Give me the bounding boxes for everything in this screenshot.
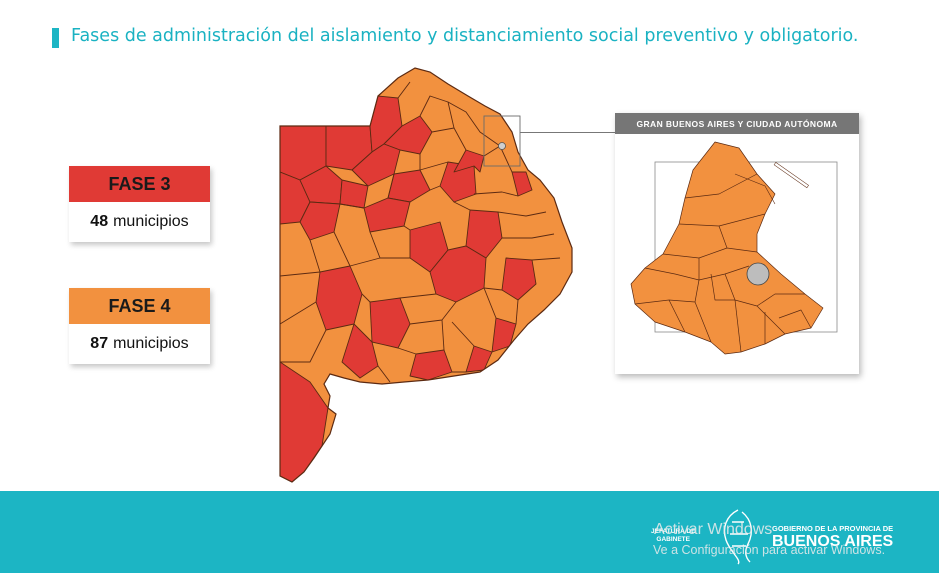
legend-phase-3-unit: municipios [113,213,189,230]
gba-inset-map [630,141,838,355]
phase-3-regions [280,95,537,482]
activation-watermark-title: Activar Windows [654,521,773,538]
caba-marker [498,142,506,150]
inset-title: GRAN BUENOS AIRES Y CIUDAD AUTÓNOMA [615,113,859,134]
gba-inset: GRAN BUENOS AIRES Y CIUDAD AUTÓNOMA [615,113,859,374]
gov-name: BUENOS AIRES [772,533,894,550]
jefatura-logo: JEFATURA DE GABINETE [651,528,695,544]
gov-line: GOBIERNO DE LA PROVINCIA DE [772,524,894,533]
inset-connector-line [520,132,615,133]
legend-phase-4-label: FASE 4 [69,288,210,324]
province-map [279,67,573,483]
legend-phase-3: FASE 3 48 municipios [69,166,210,242]
jefatura-line1: JEFATURA DE [651,528,696,535]
jefatura-line2: GABINETE [656,536,690,543]
caba-city [746,262,770,286]
gba-municipality-boundaries [634,173,812,353]
footer-band [0,491,939,573]
legend-phase-4-unit: municipios [113,335,189,352]
province-outline [279,67,573,483]
legend-phase-4-count: 87 municipios [69,324,210,364]
gba-highlight-box [483,115,521,167]
title-accent-bar [52,28,59,48]
river-delta [734,173,776,205]
province-emblem-icon [723,509,753,565]
page-title: Fases de administración del aislamiento … [71,26,859,46]
legend-phase-4: FASE 4 87 municipios [69,288,210,364]
legend-phase-3-count: 48 municipios [69,202,210,242]
legend-phase-3-label: FASE 3 [69,166,210,202]
delta-island [773,162,809,189]
legend-phase-3-number: 48 [90,213,109,230]
legend-phase-4-number: 87 [90,335,109,352]
activation-watermark-subtitle: Ve a Configuración para activar Windows. [653,543,886,557]
